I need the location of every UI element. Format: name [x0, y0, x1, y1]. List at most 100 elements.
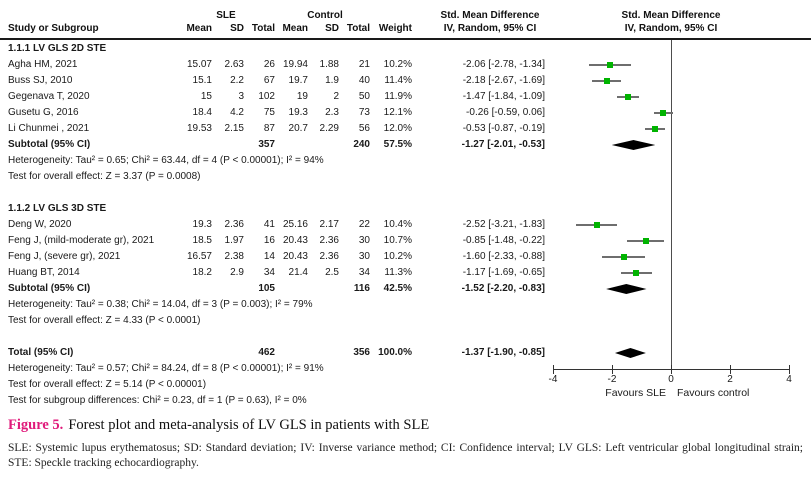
note-row: Heterogeneity: Tau² = 0.57; Chi² = 84.24…: [0, 361, 553, 377]
note-row: Test for overall effect: Z = 4.33 (P < 0…: [0, 313, 553, 329]
ci-text: -1.27 [-2.01, -0.53]: [461, 139, 545, 150]
control-group-header: Control: [307, 10, 343, 21]
cell-value: 2.63: [224, 59, 244, 70]
study-label: Gegenava T, 2020: [8, 91, 90, 102]
sle-sd-header: SD: [230, 23, 244, 34]
cell-value: 356: [353, 347, 370, 358]
cell-value: 21: [358, 59, 370, 70]
study-label: Total (95% CI): [8, 347, 74, 358]
study-label: Buss SJ, 2010: [8, 75, 73, 86]
axis-tick: [730, 365, 731, 374]
cell-value: 19.53: [186, 123, 212, 134]
axis-tick-label: -4: [548, 374, 558, 385]
ci-text: -0.85 [-1.48, -0.22]: [462, 235, 545, 246]
cell-value: 1.9: [325, 75, 339, 86]
caption-text: Forest plot and meta-analysis of LV GLS …: [68, 417, 430, 433]
effect-marker: [642, 238, 649, 244]
ci-method-stats-header: IV, Random, 95% CI: [443, 23, 537, 34]
cell-value: 20.43: [282, 235, 308, 246]
blank-row: [0, 185, 553, 201]
cell-value: 16: [263, 235, 275, 246]
study-label: Subtotal (95% CI): [8, 139, 91, 150]
cell-value: 15.07: [186, 59, 212, 70]
cell-value: 56: [358, 123, 370, 134]
study-label: Deng W, 2020: [8, 219, 72, 230]
subtotal-row: Subtotal (95% CI) 357 240 57.5% -1.27 [-2.01…: [0, 137, 553, 153]
table-row: Buss SJ, 2010 15.1 2.2 67 19.7 1.9 40 11.4% -2.1…: [0, 73, 553, 89]
ci-text: -1.52 [-2.20, -0.83]: [461, 283, 545, 294]
effect-marker: [660, 110, 667, 116]
axis-tick-label: -2: [607, 374, 617, 385]
cell-value: 73: [358, 107, 370, 118]
cell-value: 19.3: [288, 107, 308, 118]
note-row: Test for overall effect: Z = 3.37 (P = 0…: [0, 169, 553, 185]
cell-value: 100.0%: [378, 347, 412, 358]
total-row: Total (95% CI) 462 356 100.0% -1.37 [-1.90, …: [0, 345, 553, 361]
heading-row: 1.1.1 LV GLS 2D STE: [0, 41, 553, 57]
study-label: Li Chunmei , 2021: [8, 123, 90, 134]
cell-value: 57.5%: [383, 139, 412, 150]
study-label: Feng J, (severe gr), 2021: [8, 251, 121, 262]
effect-marker: [607, 62, 614, 68]
subtotal-row: Subtotal (95% CI) 105 116 42.5% -1.52 [-2.20…: [0, 281, 553, 297]
weight-header: Weight: [378, 23, 412, 34]
effect-marker: [652, 126, 659, 132]
ci-method-plot-header: IV, Random, 95% CI: [624, 23, 718, 34]
effect-marker: [593, 222, 600, 228]
axis-tick: [789, 365, 790, 374]
cell-value: 18.2: [192, 267, 212, 278]
cell-value: 15.1: [192, 75, 212, 86]
cell-value: 12.1%: [383, 107, 412, 118]
cell-value: 42.5%: [383, 283, 412, 294]
header-separator: [0, 38, 811, 40]
axis-tick: [671, 365, 672, 374]
table-row: Agha HM, 2021 15.07 2.63 26 19.94 1.88 21 10.2%…: [0, 57, 553, 73]
study-label: Feng J, (mild-moderate gr), 2021: [8, 235, 155, 246]
cell-value: 41: [263, 219, 275, 230]
cell-value: 1.88: [319, 59, 339, 70]
subtotal-diamond: [606, 284, 647, 294]
cell-value: 26: [263, 59, 275, 70]
ci-text: -1.37 [-1.90, -0.85]: [461, 347, 545, 358]
cell-value: 4.2: [230, 107, 244, 118]
study-column-header: Study or Subgroup: [8, 23, 99, 34]
cell-value: 240: [353, 139, 370, 150]
table-row: Deng W, 2020 19.3 2.36 41 25.16 2.17 22 10.4% -2…: [0, 217, 553, 233]
cell-value: 19: [296, 91, 308, 102]
sle-total-header: Total: [251, 23, 275, 34]
table-row: Gegenava T, 2020 15 3 102 19 2 50 11.9% -1.47 [-…: [0, 89, 553, 105]
cell-value: 2.36: [224, 219, 244, 230]
table-row: Huang BT, 2014 18.2 2.9 34 21.4 2.5 34 11.3% -1.…: [0, 265, 553, 281]
cell-value: 11.9%: [384, 91, 412, 102]
note-row: Test for subgroup differences: Chi² = 0.…: [0, 393, 553, 409]
control-sd-header: SD: [325, 23, 339, 34]
smd-stats-header: Std. Mean Difference: [440, 10, 540, 21]
note-row: Heterogeneity: Tau² = 0.38; Chi² = 14.04…: [0, 297, 553, 313]
cell-value: 21.4: [288, 267, 308, 278]
cell-value: 462: [258, 347, 275, 358]
subgroup-heading: 1.1.1 LV GLS 2D STE: [8, 43, 107, 54]
stats-note: Heterogeneity: Tau² = 0.65; Chi² = 63.44…: [8, 155, 324, 166]
cell-value: 40: [358, 75, 370, 86]
effect-marker: [620, 254, 627, 260]
cell-value: 2.38: [224, 251, 244, 262]
cell-value: 2.5: [325, 267, 339, 278]
cell-value: 19.7: [288, 75, 308, 86]
cell-value: 30: [358, 235, 370, 246]
figure-footnote: SLE: Systemic lupus erythematosus; SD: S…: [8, 442, 803, 469]
effect-marker: [633, 270, 640, 276]
cell-value: 67: [263, 75, 275, 86]
ci-text: -1.60 [-2.33, -0.88]: [462, 251, 545, 262]
stats-note: Test for overall effect: Z = 3.37 (P = 0…: [8, 171, 201, 182]
note-row: Test for overall effect: Z = 5.14 (P < 0…: [0, 377, 553, 393]
cell-value: 105: [258, 283, 275, 294]
cell-value: 75: [263, 107, 275, 118]
total-diamond: [614, 348, 646, 358]
favours-right-label: Favours control: [677, 387, 750, 399]
study-label: Agha HM, 2021: [8, 59, 78, 70]
table-row: Gusetu G, 2016 18.4 4.2 75 19.3 2.3 73 12.1% -0.…: [0, 105, 553, 121]
stats-note: Heterogeneity: Tau² = 0.38; Chi² = 14.04…: [8, 299, 313, 310]
cell-value: 50: [358, 91, 370, 102]
cell-value: 2.36: [319, 251, 339, 262]
axis-tick: [612, 365, 613, 374]
